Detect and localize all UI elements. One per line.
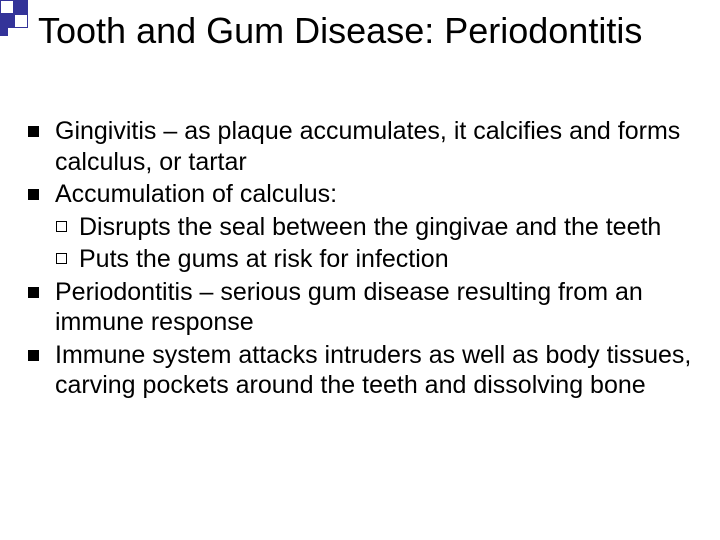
list-item-text: Accumulation of calculus: <box>55 179 696 210</box>
corner-square <box>14 0 28 14</box>
slide-body: Gingivitis – as plaque accumulates, it c… <box>28 116 696 403</box>
corner-square <box>0 14 14 28</box>
corner-square <box>0 28 8 36</box>
list-item: Periodontitis – serious gum disease resu… <box>28 277 696 338</box>
list-item: Gingivitis – as plaque accumulates, it c… <box>28 116 696 177</box>
corner-square <box>0 0 14 14</box>
bullet-square-icon <box>28 189 39 200</box>
bullet-hollow-square-icon <box>56 253 67 264</box>
list-item-text: Immune system attacks intruders as well … <box>55 340 696 401</box>
bullet-square-icon <box>28 350 39 361</box>
bullet-hollow-square-icon <box>56 221 67 232</box>
list-item: Accumulation of calculus: <box>28 179 696 210</box>
list-subitem: Disrupts the seal between the gingivae a… <box>56 212 696 243</box>
list-item-text: Gingivitis – as plaque accumulates, it c… <box>55 116 696 177</box>
corner-decoration <box>0 0 40 40</box>
list-subitem-text: Puts the gums at risk for infection <box>79 244 696 275</box>
list-item: Immune system attacks intruders as well … <box>28 340 696 401</box>
list-subitem-text: Disrupts the seal between the gingivae a… <box>79 212 696 243</box>
bullet-square-icon <box>28 287 39 298</box>
slide: Tooth and Gum Disease: Periodontitis Gin… <box>0 0 720 540</box>
list-item-text: Periodontitis – serious gum disease resu… <box>55 277 696 338</box>
bullet-square-icon <box>28 126 39 137</box>
corner-square <box>14 14 28 28</box>
slide-title: Tooth and Gum Disease: Periodontitis <box>38 10 700 51</box>
list-subitem: Puts the gums at risk for infection <box>56 244 696 275</box>
